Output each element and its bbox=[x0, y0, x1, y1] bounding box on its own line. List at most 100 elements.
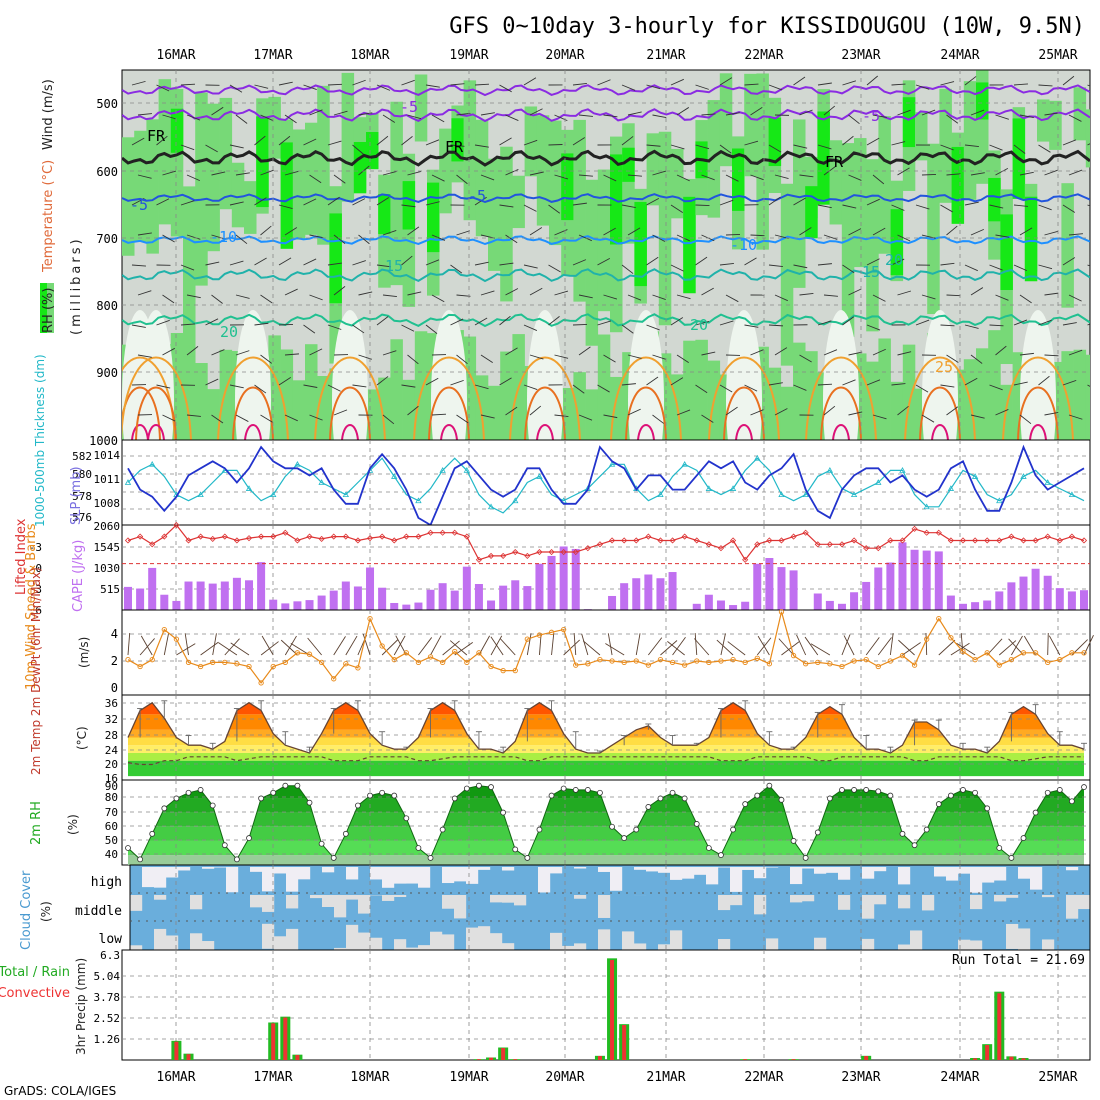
wind10-barb bbox=[757, 635, 770, 656]
rh-patch bbox=[695, 339, 708, 440]
wind-barb bbox=[474, 144, 489, 148]
rh2m-point bbox=[766, 782, 773, 789]
rh-patch bbox=[268, 335, 281, 440]
wind-barb bbox=[891, 83, 906, 86]
cape-bar bbox=[716, 600, 725, 610]
rh2m-point bbox=[391, 792, 398, 799]
wind-barb bbox=[670, 317, 684, 326]
temp2m-lines bbox=[127, 700, 1087, 766]
wind-barb bbox=[1062, 322, 1077, 326]
thickness-point bbox=[149, 460, 156, 467]
wind10-point bbox=[972, 657, 978, 663]
cloud-high bbox=[550, 867, 563, 874]
upper-grid bbox=[122, 70, 1090, 440]
wind-barb bbox=[744, 140, 759, 146]
cape-bar bbox=[813, 593, 822, 610]
li-tick: 6 bbox=[35, 604, 42, 617]
wind-barb bbox=[450, 318, 464, 326]
wind-barb bbox=[621, 324, 634, 334]
wind10-barb bbox=[843, 635, 855, 656]
wind-barb bbox=[799, 174, 814, 178]
wind-barb bbox=[768, 324, 784, 327]
contour-30 bbox=[524, 386, 566, 440]
wind10-point bbox=[318, 659, 325, 666]
wind10-point bbox=[294, 650, 301, 656]
wind-barb bbox=[186, 234, 201, 240]
wind-barb bbox=[352, 260, 366, 266]
thickness-point bbox=[512, 497, 519, 504]
wind-barb bbox=[921, 109, 936, 116]
wind10-point bbox=[730, 657, 736, 663]
wind-barb bbox=[254, 84, 269, 89]
rh-patch bbox=[793, 342, 806, 440]
rh2m-series bbox=[125, 782, 1087, 863]
rh2m-point bbox=[657, 795, 664, 802]
wind10-point bbox=[718, 658, 724, 664]
wind-barb bbox=[915, 384, 929, 393]
cape-bar bbox=[269, 599, 278, 610]
wind-barb bbox=[793, 76, 806, 86]
rh-patch bbox=[951, 146, 965, 224]
rh-patch bbox=[780, 183, 794, 366]
cloud-middle bbox=[346, 895, 359, 900]
wind-barb bbox=[817, 82, 832, 86]
wind-barb bbox=[162, 170, 177, 176]
thickness-point bbox=[318, 479, 325, 485]
rh-patch bbox=[976, 82, 989, 120]
rh2m-point bbox=[826, 795, 833, 802]
cloud-low bbox=[262, 923, 275, 949]
wind-barb bbox=[1068, 169, 1083, 176]
wind-barb bbox=[376, 197, 390, 206]
thickness-point bbox=[681, 460, 688, 467]
li-point bbox=[173, 521, 180, 529]
precip-conv-bar bbox=[791, 1059, 796, 1060]
wind10-barb bbox=[454, 641, 473, 656]
li-point bbox=[851, 537, 858, 544]
wind-barb bbox=[774, 294, 788, 302]
wind10-point bbox=[996, 662, 1002, 668]
rh2m-point bbox=[282, 782, 289, 789]
cloud-middle bbox=[490, 895, 503, 903]
cloud-low bbox=[598, 929, 611, 955]
rh-patch bbox=[475, 119, 489, 237]
wind-barb bbox=[162, 294, 175, 304]
contour-25 bbox=[805, 356, 877, 440]
cape-bar bbox=[1031, 568, 1040, 610]
wind10-point bbox=[149, 657, 155, 663]
rh-patch bbox=[866, 361, 879, 440]
precip-conv-bar bbox=[501, 1048, 506, 1060]
wind10-barb bbox=[660, 640, 678, 656]
thickness-point bbox=[850, 491, 858, 498]
wind-barb bbox=[970, 414, 985, 419]
wind-barb bbox=[352, 198, 366, 206]
contour-30 bbox=[723, 386, 765, 440]
rh-patch bbox=[732, 148, 745, 211]
wind-barb bbox=[719, 320, 734, 326]
cape-top-tick: 2060 bbox=[94, 520, 121, 533]
cloud-high bbox=[574, 867, 587, 869]
rh2m-point bbox=[258, 795, 265, 802]
wind-barb bbox=[431, 294, 445, 303]
wind-barb bbox=[646, 256, 659, 266]
rh2m-point bbox=[718, 852, 724, 858]
rh2m-point bbox=[633, 826, 640, 833]
thickness-point bbox=[270, 491, 277, 498]
wind10-barb bbox=[938, 639, 956, 656]
wind-barb bbox=[572, 384, 585, 394]
wind10-barb bbox=[449, 640, 468, 656]
wind-barb bbox=[1087, 143, 1090, 146]
thickness-point bbox=[705, 485, 713, 491]
cloud-low bbox=[466, 927, 479, 953]
wind-barb bbox=[1094, 348, 1100, 355]
wind-barb bbox=[431, 413, 447, 416]
wind10-barb bbox=[218, 642, 238, 656]
rh2m-point bbox=[802, 855, 809, 861]
rh-patch bbox=[597, 334, 611, 440]
cloud-middle bbox=[286, 895, 299, 909]
upper-ylabel-units: (millibars) bbox=[69, 236, 84, 335]
rh-patch bbox=[1061, 183, 1074, 308]
rh-shading bbox=[122, 70, 1090, 440]
cloud-high bbox=[874, 867, 887, 872]
lifted-index-series bbox=[124, 521, 1088, 563]
